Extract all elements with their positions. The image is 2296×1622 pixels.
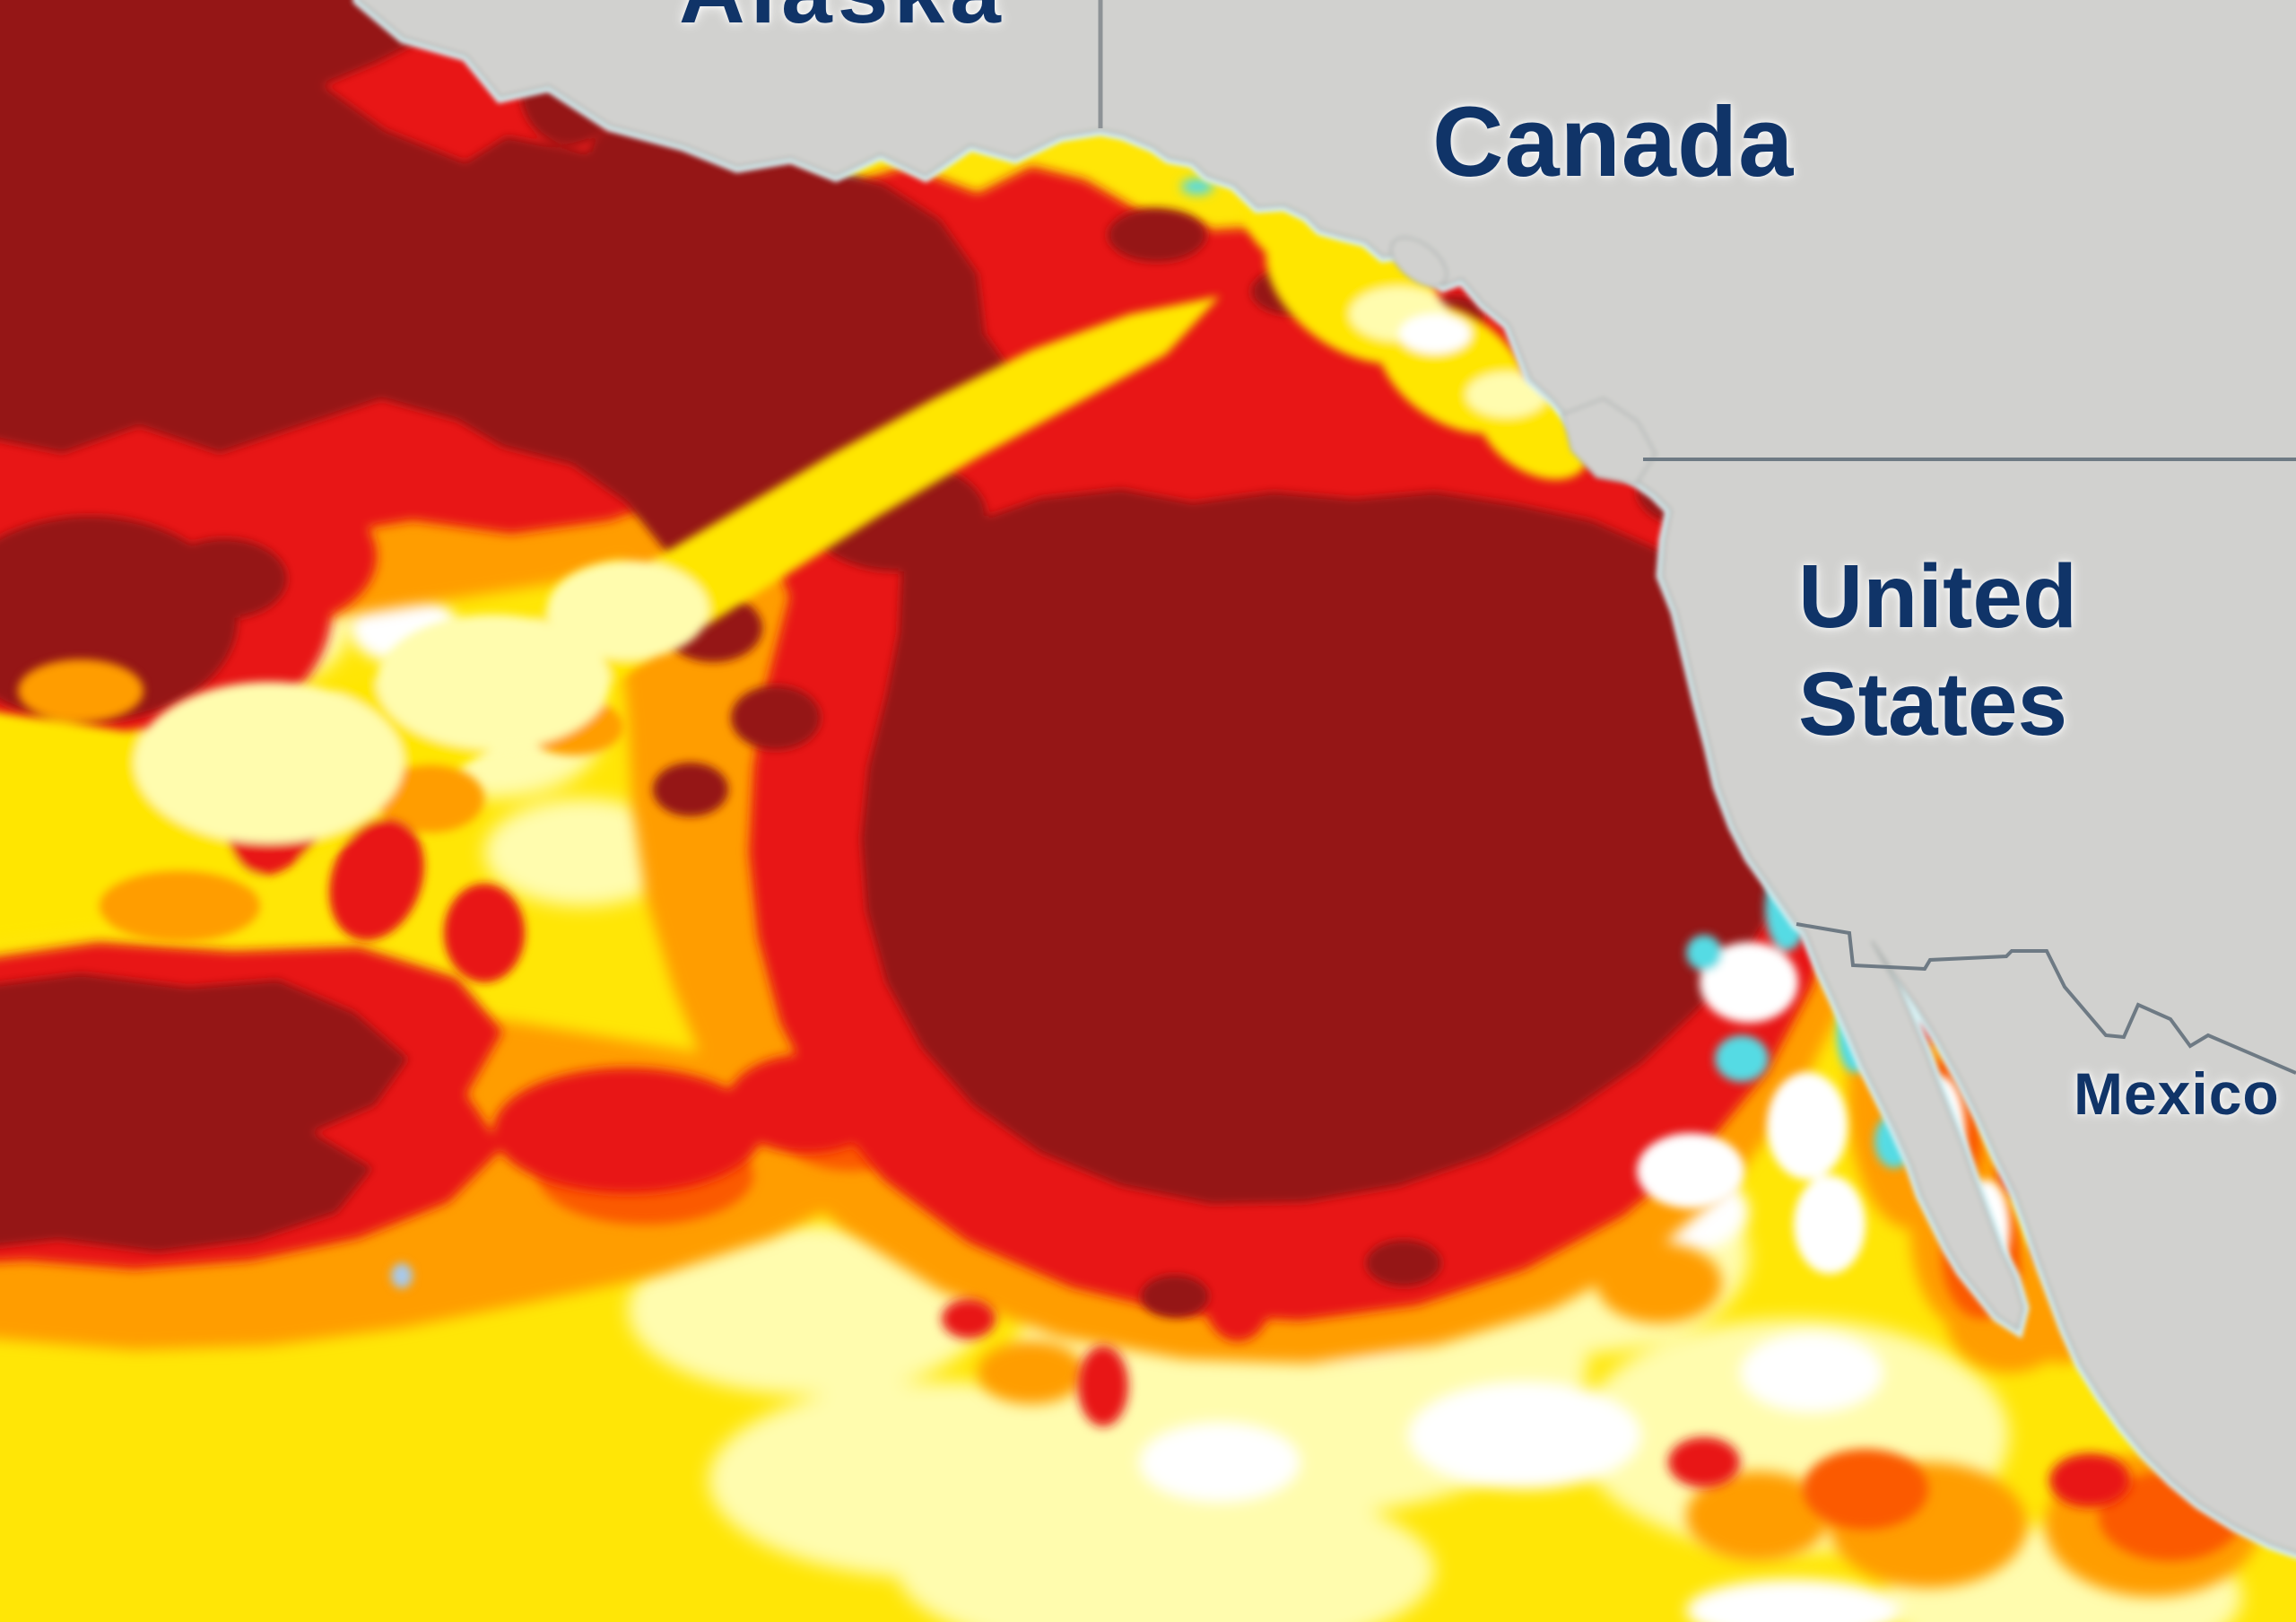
label-united-states: United States	[1798, 543, 2077, 758]
label-alaska: Alaska	[679, 0, 1006, 37]
label-united-states-line2: States	[1798, 654, 2068, 754]
label-united-states-line1: United	[1798, 546, 2078, 647]
haida-gwaii-island	[1390, 236, 1448, 288]
label-mexico: Mexico	[2074, 1060, 2280, 1127]
land-layer	[357, 0, 2296, 1554]
vancouver-island	[1561, 397, 1657, 486]
land-mass-north-america	[357, 0, 2296, 1554]
label-canada: Canada	[1432, 87, 1795, 197]
border-us-mexico	[1796, 922, 2296, 1075]
